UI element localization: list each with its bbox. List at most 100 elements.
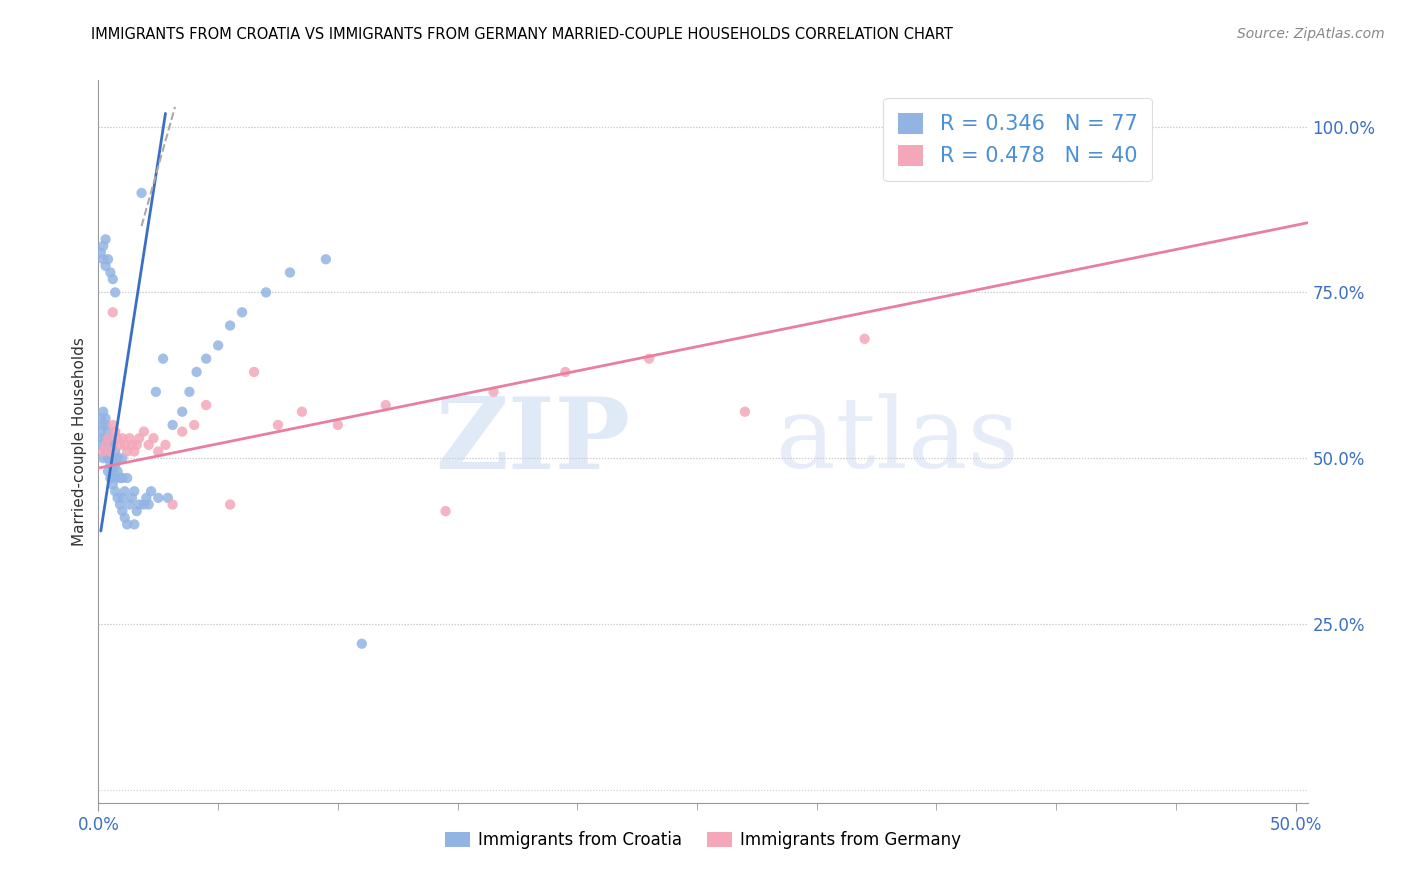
Point	[195, 398, 218, 412]
Point	[104, 458, 127, 472]
Point	[101, 438, 124, 452]
Point	[97, 431, 120, 445]
Point	[374, 398, 396, 412]
Point	[554, 365, 576, 379]
Point	[107, 431, 129, 445]
Point	[115, 444, 138, 458]
Point	[91, 405, 114, 419]
Point	[128, 498, 150, 512]
Point	[231, 305, 253, 319]
Point	[108, 438, 131, 452]
Point	[100, 471, 122, 485]
Point	[162, 498, 184, 512]
Point	[219, 318, 242, 333]
Point	[91, 444, 114, 458]
Point	[172, 425, 194, 439]
Point	[101, 417, 124, 432]
Point	[94, 444, 117, 458]
Point	[114, 438, 136, 452]
Point	[114, 484, 136, 499]
Point	[91, 431, 114, 445]
Point	[267, 417, 290, 432]
Point	[111, 451, 134, 466]
Point	[100, 444, 122, 458]
Point	[101, 305, 124, 319]
Point	[104, 425, 127, 439]
Point	[315, 252, 337, 267]
Point	[148, 444, 170, 458]
Point	[121, 438, 143, 452]
Point	[94, 417, 117, 432]
Text: Source: ZipAtlas.com: Source: ZipAtlas.com	[1237, 27, 1385, 41]
Point	[101, 477, 124, 491]
Point	[482, 384, 505, 399]
Point	[148, 491, 170, 505]
Point	[1069, 126, 1091, 140]
Point	[131, 186, 153, 200]
Point	[142, 431, 165, 445]
Point	[101, 272, 124, 286]
Point	[125, 504, 148, 518]
Point	[172, 405, 194, 419]
Point	[100, 266, 122, 280]
Point	[90, 438, 112, 452]
Point	[124, 517, 146, 532]
Point	[207, 338, 229, 352]
Point	[132, 498, 155, 512]
Point	[162, 417, 184, 432]
Point	[853, 332, 876, 346]
Point	[108, 498, 131, 512]
Point	[94, 431, 117, 445]
Point	[94, 411, 117, 425]
Point	[124, 444, 146, 458]
Point	[91, 239, 114, 253]
Point	[1092, 120, 1115, 134]
Point	[94, 438, 117, 452]
Point	[100, 431, 122, 445]
Point	[91, 417, 114, 432]
Point	[121, 491, 143, 505]
Point	[135, 491, 157, 505]
Point	[118, 431, 141, 445]
Point	[243, 365, 266, 379]
Point	[101, 451, 124, 466]
Point	[152, 351, 174, 366]
Point	[111, 491, 134, 505]
Point	[104, 285, 127, 300]
Point	[94, 259, 117, 273]
Text: IMMIGRANTS FROM CROATIA VS IMMIGRANTS FROM GERMANY MARRIED-COUPLE HOUSEHOLDS COR: IMMIGRANTS FROM CROATIA VS IMMIGRANTS FR…	[91, 27, 953, 42]
Point	[94, 438, 117, 452]
Point	[124, 484, 146, 499]
Point	[97, 425, 120, 439]
Point	[107, 491, 129, 505]
Point	[254, 285, 277, 300]
Point	[291, 405, 314, 419]
Point	[111, 471, 134, 485]
Point	[326, 417, 349, 432]
Point	[638, 351, 661, 366]
Point	[156, 491, 179, 505]
Point	[104, 444, 127, 458]
Point	[128, 431, 150, 445]
Point	[91, 451, 114, 466]
Point	[138, 438, 160, 452]
Point	[100, 458, 122, 472]
Y-axis label: Married-couple Households: Married-couple Households	[72, 337, 87, 546]
Point	[107, 451, 129, 466]
Point	[111, 504, 134, 518]
Point	[179, 384, 201, 399]
Point	[97, 464, 120, 478]
Point	[111, 431, 134, 445]
Point	[114, 510, 136, 524]
Point	[138, 498, 160, 512]
Text: atlas: atlas	[776, 393, 1018, 490]
Point	[219, 498, 242, 512]
Point	[91, 252, 114, 267]
Point	[104, 484, 127, 499]
Point	[115, 471, 138, 485]
Legend: Immigrants from Croatia, Immigrants from Germany: Immigrants from Croatia, Immigrants from…	[439, 824, 967, 856]
Point	[90, 245, 112, 260]
Point	[278, 266, 301, 280]
Point	[104, 471, 127, 485]
Point	[107, 464, 129, 478]
